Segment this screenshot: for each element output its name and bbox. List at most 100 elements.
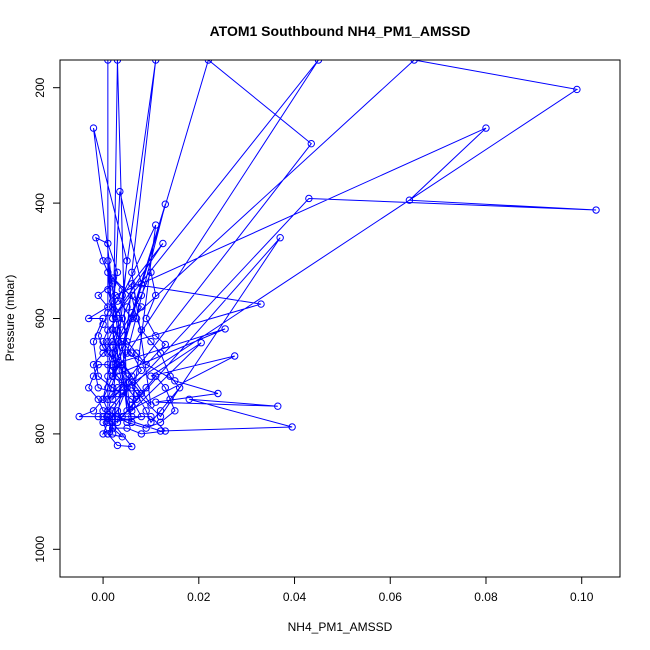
data-point <box>99 430 107 438</box>
data-point <box>108 297 117 305</box>
data-point <box>99 337 107 346</box>
data-point <box>113 389 122 398</box>
x-tick-label: 0.08 <box>474 590 498 604</box>
data-point <box>171 407 179 415</box>
data-point <box>104 418 112 427</box>
data-point <box>305 194 313 203</box>
data-point <box>128 418 136 427</box>
data-point <box>175 384 184 392</box>
x-axis: 0.00 0.02 0.04 0.06 0.08 0.10 <box>91 577 594 604</box>
data-point <box>108 366 117 375</box>
data-point <box>118 291 126 300</box>
data-point <box>231 352 239 360</box>
data-point <box>108 303 117 311</box>
data-point <box>118 360 126 369</box>
data-point <box>132 314 141 323</box>
data-point <box>128 442 136 451</box>
data-point <box>104 268 112 277</box>
data-point <box>113 314 122 323</box>
data-point <box>118 314 126 323</box>
data-point <box>405 196 414 204</box>
data-point <box>118 326 126 334</box>
data-point <box>99 314 107 323</box>
series-layer <box>75 60 600 451</box>
data-point <box>118 412 126 421</box>
data-point <box>257 300 265 308</box>
data-point <box>128 407 136 415</box>
data-point <box>314 60 323 64</box>
data-point <box>118 343 126 352</box>
data-point <box>113 297 122 305</box>
data-point <box>161 200 170 208</box>
data-point <box>128 384 136 392</box>
x-tick-label: 0.06 <box>379 590 403 604</box>
data-point <box>113 384 122 392</box>
data-point <box>92 234 100 242</box>
data-point <box>104 309 112 317</box>
data-point <box>108 412 117 421</box>
data-point <box>108 355 117 363</box>
data-point <box>99 349 107 357</box>
data-point <box>147 337 155 346</box>
data-point <box>108 337 117 346</box>
y-tick-label: 400 <box>33 193 47 213</box>
data-point <box>128 280 136 288</box>
data-point <box>104 360 112 369</box>
data-point <box>142 407 150 415</box>
data-point <box>75 412 83 421</box>
data-point <box>94 332 102 340</box>
chart-title: ATOM1 Southbound NH4_PM1_AMSSD <box>210 23 471 39</box>
data-point <box>147 268 155 277</box>
data-point <box>128 395 136 403</box>
data-point <box>159 239 167 248</box>
data-point <box>113 268 122 277</box>
data-point <box>128 349 136 357</box>
data-point <box>152 398 160 406</box>
data-point <box>123 384 131 392</box>
data-point <box>137 303 146 311</box>
x-tick-label: 0.10 <box>570 590 594 604</box>
data-point <box>108 372 117 380</box>
data-point <box>108 314 117 323</box>
data-point <box>197 339 205 347</box>
data-point <box>108 360 117 369</box>
data-point <box>104 326 112 334</box>
data-point <box>108 418 117 427</box>
data-point <box>132 395 141 403</box>
data-point <box>108 326 117 334</box>
data-point <box>99 395 107 403</box>
data-point <box>307 139 315 148</box>
data-point <box>137 389 146 398</box>
data-point <box>147 412 155 421</box>
x-tick-label: 0.02 <box>187 590 211 604</box>
data-point <box>113 407 122 415</box>
data-point <box>94 360 102 369</box>
data-point <box>573 85 581 94</box>
data-point <box>104 303 112 311</box>
data-point <box>118 389 126 398</box>
data-point <box>410 60 418 64</box>
data-point <box>132 349 141 357</box>
data-point <box>161 340 170 349</box>
data-point <box>94 384 102 392</box>
data-point <box>113 326 122 334</box>
data-point <box>156 349 165 357</box>
data-point <box>104 349 112 357</box>
data-point <box>113 418 122 427</box>
data-point <box>123 418 131 427</box>
data-point <box>128 372 136 380</box>
data-point <box>185 395 193 403</box>
data-point <box>108 349 117 357</box>
data-point <box>89 372 98 380</box>
data-point <box>274 402 282 410</box>
data-point <box>123 337 131 346</box>
data-point <box>104 60 112 64</box>
data-point <box>123 372 131 380</box>
data-point <box>99 418 107 427</box>
x-tick-label: 0.04 <box>283 590 307 604</box>
data-point <box>108 430 117 438</box>
data-point <box>156 427 165 435</box>
data-point <box>132 389 141 398</box>
data-point <box>276 234 284 242</box>
data-point <box>104 257 112 265</box>
